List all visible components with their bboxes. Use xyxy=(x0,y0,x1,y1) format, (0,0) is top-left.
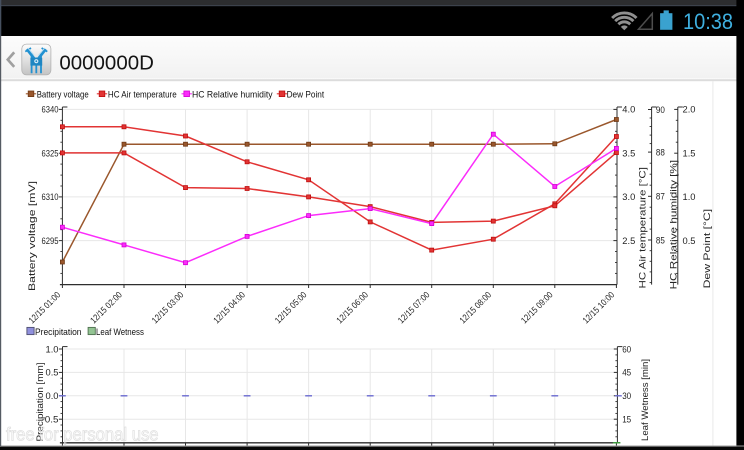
svg-text:HC Relative humidity: HC Relative humidity xyxy=(192,89,273,100)
svg-text:15: 15 xyxy=(622,415,631,426)
svg-text:Leaf Wetness: Leaf Wetness xyxy=(96,327,144,338)
svg-text:0.5: 0.5 xyxy=(683,236,696,247)
svg-text:85: 85 xyxy=(656,235,665,246)
svg-text:free for personal use: free for personal use xyxy=(6,424,159,444)
svg-text:Precipitation: Precipitation xyxy=(35,327,82,338)
svg-text:4.0: 4.0 xyxy=(622,105,635,116)
svg-text:Dew Point [°C]: Dew Point [°C] xyxy=(702,209,713,289)
svg-text:88: 88 xyxy=(656,147,665,158)
svg-text:-0.5: -0.5 xyxy=(42,415,59,426)
svg-text:45: 45 xyxy=(622,368,631,379)
svg-text:1.0: 1.0 xyxy=(46,344,59,355)
svg-text:HC Air temperature: HC Air temperature xyxy=(108,89,177,100)
svg-text:90: 90 xyxy=(656,105,665,116)
svg-text:6310: 6310 xyxy=(42,192,59,203)
svg-text:0.5: 0.5 xyxy=(46,368,59,379)
svg-text:Leaf Wetness [min]: Leaf Wetness [min] xyxy=(640,359,651,441)
svg-text:6295: 6295 xyxy=(42,236,59,247)
svg-text:6325: 6325 xyxy=(42,149,59,160)
svg-text:30: 30 xyxy=(622,391,631,402)
svg-text:3.0: 3.0 xyxy=(622,192,635,203)
svg-text:3.5: 3.5 xyxy=(622,149,635,160)
svg-text:0.0: 0.0 xyxy=(46,391,59,402)
svg-text:Battery voltage: Battery voltage xyxy=(37,89,89,100)
svg-text:1.0: 1.0 xyxy=(683,192,696,203)
svg-text:1.5: 1.5 xyxy=(683,149,696,160)
svg-text:2.5: 2.5 xyxy=(622,236,635,247)
svg-text:2.0: 2.0 xyxy=(683,105,696,116)
svg-text:Precipitation [mm]: Precipitation [mm] xyxy=(35,363,46,442)
svg-text:HC Air temperature [°C]: HC Air temperature [°C] xyxy=(637,167,648,289)
svg-text:60: 60 xyxy=(622,344,631,355)
svg-text:10:38: 10:38 xyxy=(683,9,733,34)
svg-text:HC Relative humidity [%]: HC Relative humidity [%] xyxy=(668,160,679,290)
svg-text:Battery voltage [mV]: Battery voltage [mV] xyxy=(27,181,38,291)
svg-text:87: 87 xyxy=(656,192,665,203)
svg-text:Dew Point: Dew Point xyxy=(287,89,325,100)
svg-text:6340: 6340 xyxy=(42,105,59,116)
svg-text:0000000D: 0000000D xyxy=(59,52,153,74)
